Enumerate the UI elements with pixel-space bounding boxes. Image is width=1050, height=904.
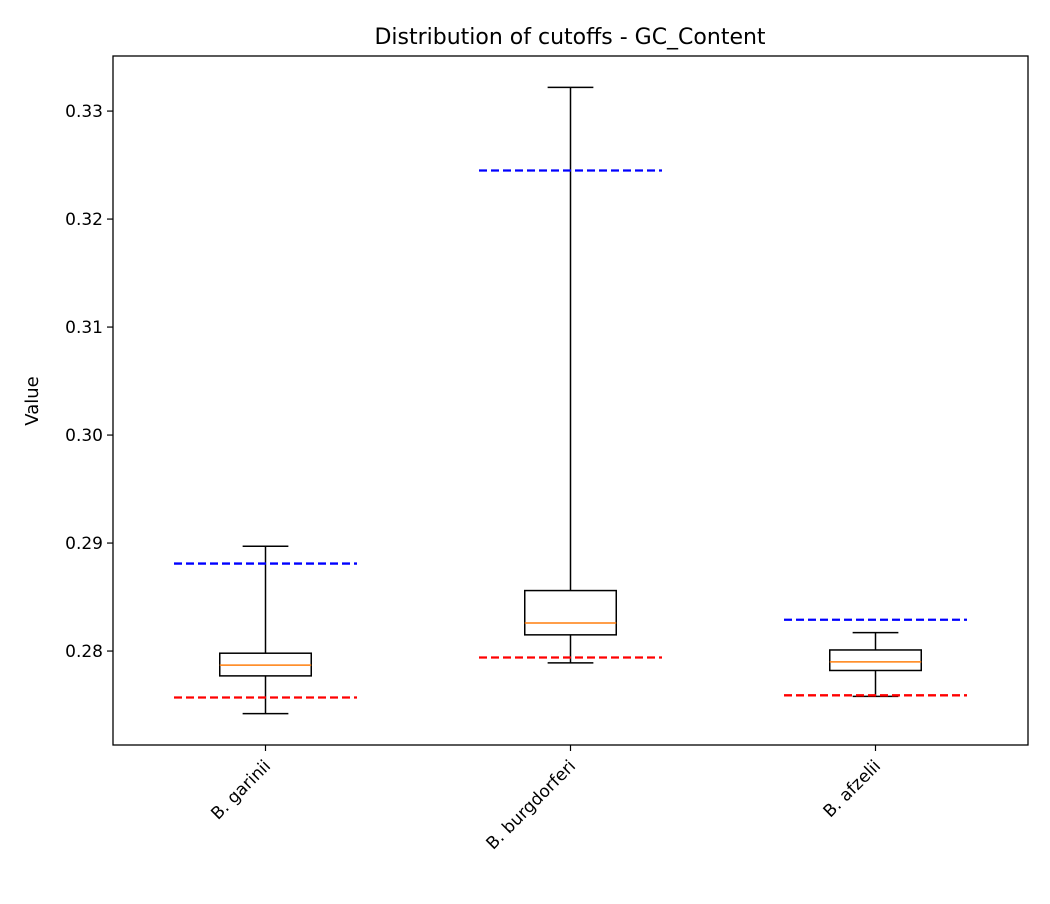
y-axis-label: Value [22, 376, 43, 425]
x-tick-label: B. burgdorferi [483, 756, 580, 853]
plot-frame [112, 55, 1029, 746]
y-tick-label: 0.32 [65, 210, 103, 230]
box [829, 649, 922, 672]
y-tick-label: 0.29 [65, 534, 103, 554]
y-tick-label: 0.28 [65, 642, 103, 662]
y-tick-label: 0.33 [65, 102, 103, 122]
y-tick-label: 0.31 [65, 318, 103, 338]
chart-title: Distribution of cutoffs - GC_Content [374, 25, 765, 50]
y-tick-label: 0.30 [65, 426, 103, 446]
x-tick-label: B. afzelii [820, 756, 885, 821]
x-tick-label: B. garinii [207, 756, 275, 824]
box [524, 589, 617, 636]
